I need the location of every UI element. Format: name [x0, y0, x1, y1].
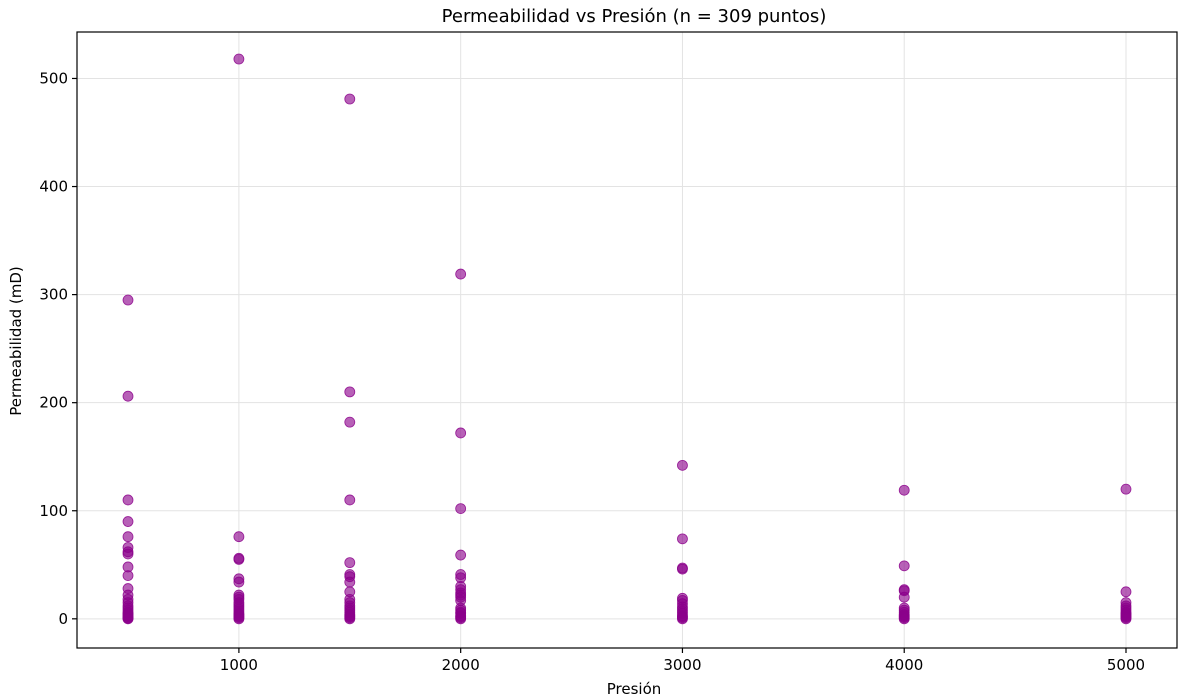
scatter-point [898, 591, 910, 603]
scatter-point [233, 53, 245, 65]
y-tick-label: 500 [39, 69, 68, 87]
scatter-point [898, 560, 910, 572]
scatter-point [898, 613, 910, 625]
scatter-point [233, 531, 245, 543]
y-axis-label: Permeabilidad (mD) [7, 266, 25, 416]
scatter-point [122, 294, 134, 306]
y-tick-label: 300 [39, 286, 68, 304]
y-tick-label: 100 [39, 502, 68, 520]
y-tick-label: 400 [39, 178, 68, 196]
scatter-point [1120, 483, 1132, 495]
scatter-point [344, 93, 356, 105]
scatter-point [122, 390, 134, 402]
scatter-point [122, 494, 134, 506]
x-tick-label: 5000 [1107, 656, 1145, 674]
x-tick-label: 4000 [885, 656, 923, 674]
scatter-point [122, 613, 134, 625]
data-points [122, 53, 1132, 625]
scatter-point [344, 613, 356, 625]
plot-frame [76, 31, 1178, 649]
scatter-point [1120, 586, 1132, 598]
scatter-point [122, 516, 134, 527]
scatter-point [344, 386, 356, 398]
scatter-point [233, 576, 245, 588]
scatter-point [455, 503, 467, 514]
x-axis-label: Presión [607, 680, 662, 698]
scatter-point [122, 531, 134, 543]
scatter-point [122, 548, 134, 560]
scatter-point [455, 268, 467, 280]
scatter-point [344, 416, 356, 428]
scatter-point [455, 613, 467, 625]
scatter-point [233, 553, 245, 565]
scatter-point [1120, 613, 1132, 625]
scatter-point [677, 533, 688, 545]
scatter-point [898, 484, 910, 496]
chart-title: Permeabilidad vs Presión (n = 309 puntos… [442, 6, 827, 27]
scatter-point [677, 563, 688, 575]
scatter-point [344, 494, 356, 506]
scatter-point [344, 557, 356, 569]
scatter-point [344, 576, 356, 588]
x-tick-label: 3000 [663, 656, 701, 674]
axis-ticks: 1000 2000 3000 4000 5000 0 100 200 300 400 500 [39, 69, 1145, 674]
scatter-point [455, 427, 467, 439]
scatter-point [122, 570, 134, 581]
x-tick-label: 2000 [442, 656, 480, 674]
y-tick-label: 200 [39, 394, 68, 412]
x-tick-label: 1000 [220, 656, 258, 674]
scatter-point [455, 549, 467, 561]
scatter-point [677, 613, 688, 625]
y-tick-label: 0 [58, 610, 68, 628]
scatter-point [677, 459, 688, 471]
scatter-point [233, 613, 245, 625]
grid [77, 32, 1177, 648]
